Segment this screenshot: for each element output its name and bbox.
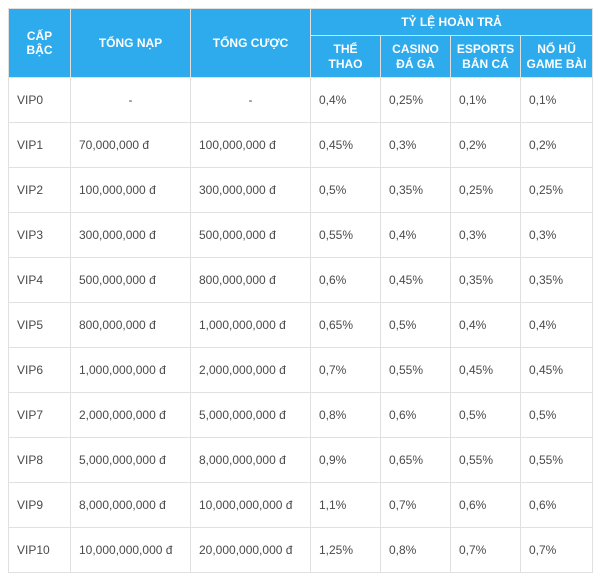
cell-rate-slots: 0,6% — [521, 483, 593, 528]
cell-rate-slots: 0,1% — [521, 78, 593, 123]
cell-deposit: 300,000,000 đ — [71, 213, 191, 258]
table-row: VIP1010,000,000,000 đ20,000,000,000 đ1,2… — [9, 528, 593, 573]
cell-rate-casino: 0,7% — [381, 483, 451, 528]
cell-deposit: 1,000,000,000 đ — [71, 348, 191, 393]
cell-deposit: 100,000,000 đ — [71, 168, 191, 213]
cell-wager: 10,000,000,000 đ — [191, 483, 311, 528]
cell-level: VIP1 — [9, 123, 71, 168]
cell-wager: 800,000,000 đ — [191, 258, 311, 303]
cell-level: VIP9 — [9, 483, 71, 528]
cell-rate-esports: 0,7% — [451, 528, 521, 573]
cell-rate-slots: 0,25% — [521, 168, 593, 213]
cell-rate-casino: 0,25% — [381, 78, 451, 123]
cell-wager: 20,000,000,000 đ — [191, 528, 311, 573]
cell-rate-sport: 0,45% — [311, 123, 381, 168]
table-row: VIP72,000,000,000 đ5,000,000,000 đ0,8%0,… — [9, 393, 593, 438]
cell-rate-slots: 0,7% — [521, 528, 593, 573]
cell-rate-sport: 0,55% — [311, 213, 381, 258]
col-header-deposit: TỔNG NẠP — [71, 9, 191, 78]
table-row: VIP85,000,000,000 đ8,000,000,000 đ0,9%0,… — [9, 438, 593, 483]
col-header-wager: TỔNG CƯỢC — [191, 9, 311, 78]
col-header-level: CẤP BẬC — [9, 9, 71, 78]
cell-rate-casino: 0,55% — [381, 348, 451, 393]
cell-level: VIP3 — [9, 213, 71, 258]
cell-rate-esports: 0,4% — [451, 303, 521, 348]
cell-deposit: 800,000,000 đ — [71, 303, 191, 348]
cell-rate-esports: 0,1% — [451, 78, 521, 123]
cell-rate-slots: 0,4% — [521, 303, 593, 348]
cell-rate-sport: 0,9% — [311, 438, 381, 483]
cell-wager: - — [191, 78, 311, 123]
cell-level: VIP10 — [9, 528, 71, 573]
cell-rate-sport: 0,6% — [311, 258, 381, 303]
cell-rate-casino: 0,4% — [381, 213, 451, 258]
cell-rate-sport: 0,4% — [311, 78, 381, 123]
cell-rate-slots: 0,55% — [521, 438, 593, 483]
cell-rate-esports: 0,2% — [451, 123, 521, 168]
cell-rate-esports: 0,25% — [451, 168, 521, 213]
cell-level: VIP6 — [9, 348, 71, 393]
cell-wager: 8,000,000,000 đ — [191, 438, 311, 483]
cell-rate-esports: 0,45% — [451, 348, 521, 393]
cell-level: VIP4 — [9, 258, 71, 303]
cell-rate-esports: 0,55% — [451, 438, 521, 483]
cell-wager: 2,000,000,000 đ — [191, 348, 311, 393]
cell-level: VIP2 — [9, 168, 71, 213]
table-header: CẤP BẬC TỔNG NẠP TỔNG CƯỢC TỶ LỆ HOÀN TR… — [9, 9, 593, 78]
cell-level: VIP8 — [9, 438, 71, 483]
table-row: VIP5800,000,000 đ1,000,000,000 đ0,65%0,5… — [9, 303, 593, 348]
cell-rate-sport: 0,8% — [311, 393, 381, 438]
table-body: VIP0--0,4%0,25%0,1%0,1%VIP170,000,000 đ1… — [9, 78, 593, 573]
cell-deposit: 2,000,000,000 đ — [71, 393, 191, 438]
cell-rate-sport: 0,7% — [311, 348, 381, 393]
cell-deposit: 10,000,000,000 đ — [71, 528, 191, 573]
cell-rate-casino: 0,6% — [381, 393, 451, 438]
table-row: VIP2100,000,000 đ300,000,000 đ0,5%0,35%0… — [9, 168, 593, 213]
cell-wager: 1,000,000,000 đ — [191, 303, 311, 348]
table-row: VIP0--0,4%0,25%0,1%0,1% — [9, 78, 593, 123]
cell-rate-esports: 0,35% — [451, 258, 521, 303]
cell-rate-casino: 0,45% — [381, 258, 451, 303]
cell-rate-slots: 0,45% — [521, 348, 593, 393]
cell-rate-slots: 0,3% — [521, 213, 593, 258]
col-header-rebate-group: TỶ LỆ HOÀN TRẢ — [311, 9, 593, 36]
cell-rate-casino: 0,35% — [381, 168, 451, 213]
cell-rate-sport: 0,5% — [311, 168, 381, 213]
col-header-rate-esports: ESPORTS BẮN CÁ — [451, 36, 521, 78]
cell-rate-casino: 0,8% — [381, 528, 451, 573]
cell-wager: 5,000,000,000 đ — [191, 393, 311, 438]
cell-level: VIP7 — [9, 393, 71, 438]
col-header-rate-casino: CASINO ĐÁ GÀ — [381, 36, 451, 78]
cell-rate-esports: 0,5% — [451, 393, 521, 438]
table-row: VIP61,000,000,000 đ2,000,000,000 đ0,7%0,… — [9, 348, 593, 393]
cell-wager: 500,000,000 đ — [191, 213, 311, 258]
cell-rate-slots: 0,2% — [521, 123, 593, 168]
cell-rate-sport: 0,65% — [311, 303, 381, 348]
table-row: VIP170,000,000 đ100,000,000 đ0,45%0,3%0,… — [9, 123, 593, 168]
cell-deposit: 5,000,000,000 đ — [71, 438, 191, 483]
cell-rate-casino: 0,3% — [381, 123, 451, 168]
cell-deposit: 8,000,000,000 đ — [71, 483, 191, 528]
cell-deposit: 70,000,000 đ — [71, 123, 191, 168]
cell-deposit: - — [71, 78, 191, 123]
col-header-rate-sport: THỂ THAO — [311, 36, 381, 78]
cell-rate-sport: 1,1% — [311, 483, 381, 528]
cell-level: VIP0 — [9, 78, 71, 123]
cell-rate-slots: 0,35% — [521, 258, 593, 303]
table-row: VIP3300,000,000 đ500,000,000 đ0,55%0,4%0… — [9, 213, 593, 258]
cell-rate-slots: 0,5% — [521, 393, 593, 438]
cell-rate-esports: 0,6% — [451, 483, 521, 528]
cell-rate-casino: 0,5% — [381, 303, 451, 348]
col-header-rate-slots: NỔ HŨ GAME BÀI — [521, 36, 593, 78]
cell-wager: 300,000,000 đ — [191, 168, 311, 213]
cell-deposit: 500,000,000 đ — [71, 258, 191, 303]
table-row: VIP4500,000,000 đ800,000,000 đ0,6%0,45%0… — [9, 258, 593, 303]
vip-rebate-table: CẤP BẬC TỔNG NẠP TỔNG CƯỢC TỶ LỆ HOÀN TR… — [8, 8, 593, 573]
table-row: VIP98,000,000,000 đ10,000,000,000 đ1,1%0… — [9, 483, 593, 528]
cell-rate-esports: 0,3% — [451, 213, 521, 258]
cell-rate-casino: 0,65% — [381, 438, 451, 483]
cell-rate-sport: 1,25% — [311, 528, 381, 573]
cell-wager: 100,000,000 đ — [191, 123, 311, 168]
cell-level: VIP5 — [9, 303, 71, 348]
